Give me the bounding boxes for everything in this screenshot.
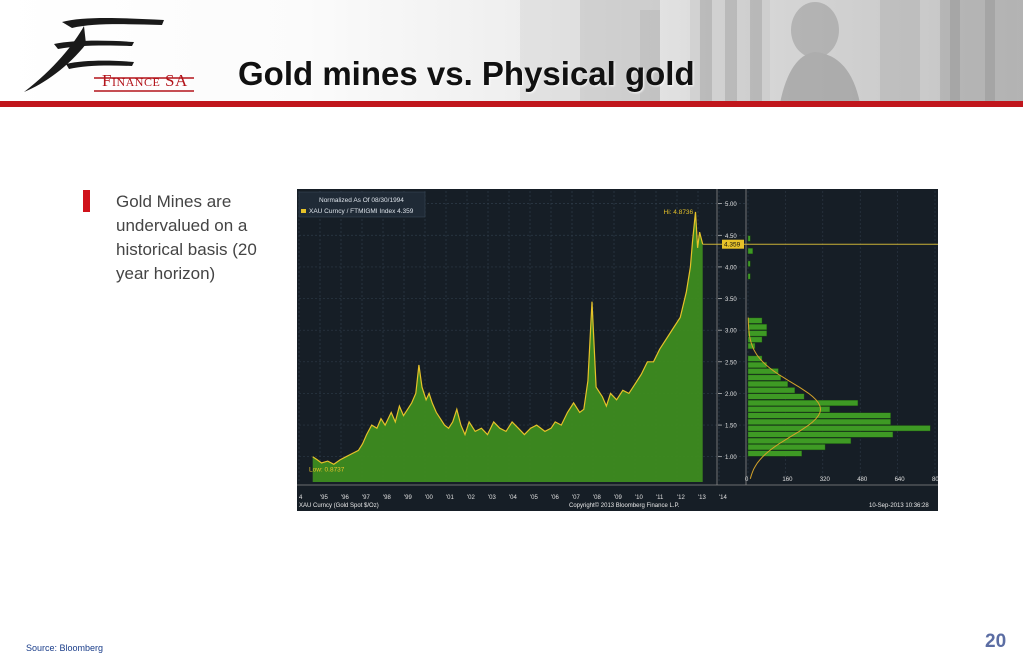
slide-title: Gold mines vs. Physical gold <box>238 55 695 92</box>
x-tick-label: '09 <box>614 495 622 501</box>
x-tick-label: '03 <box>488 495 496 501</box>
page-number: 20 <box>985 631 1007 652</box>
x-tick-label: '01 <box>446 495 454 501</box>
histogram-bar <box>747 380 788 387</box>
y-tick-label: 4.50 <box>725 234 737 240</box>
histogram-bar <box>747 374 781 381</box>
histogram-bars <box>747 235 931 457</box>
histogram-bar <box>747 399 859 406</box>
x-tick-label: 4 <box>299 495 303 501</box>
histogram-tick-label: 640 <box>895 477 906 483</box>
finance-sa-logo <box>24 18 194 92</box>
footer-security: XAU Curncy (Gold Spot $/Oz) <box>299 503 379 509</box>
chart-grid <box>297 189 938 486</box>
histogram-bar <box>747 235 751 242</box>
histogram-bar <box>747 444 826 451</box>
histogram-bar <box>747 450 802 457</box>
x-tick-label: '97 <box>362 495 370 501</box>
x-tick-label: '95 <box>320 495 328 501</box>
y-tick-label: 1.00 <box>725 455 737 461</box>
histogram-bar <box>747 273 751 280</box>
y-tick-label: 3.00 <box>725 329 737 335</box>
histogram-bar <box>747 260 751 267</box>
source-note: Source: Bloomberg <box>26 643 104 653</box>
y-tick-label: 1.50 <box>725 424 737 430</box>
histogram-bar <box>747 406 831 413</box>
histogram-bar <box>747 387 795 394</box>
x-tick-label: '13 <box>698 495 706 501</box>
histogram-bar <box>747 425 931 432</box>
x-tick-label: '08 <box>593 495 601 501</box>
last-value-label: 4.359 <box>724 242 741 249</box>
building-background-image <box>520 0 1023 103</box>
slide-header: Finance SA Gold mines vs. Physical gold <box>0 0 1023 103</box>
x-tick-label: '99 <box>404 495 412 501</box>
y-tick-label: 4.00 <box>725 265 737 271</box>
histogram-tick-label: 800 <box>932 477 938 483</box>
x-tick-label: '10 <box>635 495 643 501</box>
histogram-bar <box>747 336 763 343</box>
distribution-curve <box>747 317 822 479</box>
histogram-bar <box>747 431 894 438</box>
footer-timestamp: 10-Sep-2013 10:36:28 <box>869 503 929 509</box>
histogram-tick-label: 320 <box>820 477 831 483</box>
histogram-tick-label: 480 <box>857 477 868 483</box>
histogram-tick-label: 0 <box>745 477 749 483</box>
y-axis-ticks: 1.00 1.50 2.00 2.50 3.00 3.50 4.00 4.50 5.00 <box>718 202 737 461</box>
brand-name: Finance SA <box>102 71 188 90</box>
last-value-badge <box>722 239 744 249</box>
x-tick-label: '02 <box>467 495 475 501</box>
x-tick-label: '00 <box>425 495 433 501</box>
bullet-marker <box>83 190 90 212</box>
y-tick-label: 2.00 <box>725 392 737 398</box>
x-tick-label: '11 <box>656 495 664 501</box>
x-tick-label: '12 <box>677 495 685 501</box>
y-tick-label: 5.00 <box>725 202 737 208</box>
histogram-bar <box>747 355 763 362</box>
high-label: Hi: 4.8736 <box>664 209 694 216</box>
histogram-bar <box>747 330 767 337</box>
y-tick-label: 2.50 <box>725 360 737 366</box>
x-tick-label: '98 <box>383 495 391 501</box>
bullet-text: Gold Mines are undervalued on a historic… <box>116 192 257 283</box>
histogram-bar <box>747 248 753 254</box>
ratio-line <box>312 211 704 466</box>
legend-line-2: XAU Curncy / FTMIGMI Index 4.359 <box>309 208 414 215</box>
x-tick-label: '14 <box>719 495 727 501</box>
histogram-bar <box>747 393 805 400</box>
x-tick-label: '96 <box>341 495 349 501</box>
x-tick-label: '05 <box>530 495 538 501</box>
histogram-bar <box>747 418 891 425</box>
histogram-bar <box>747 317 763 324</box>
x-tick-label: '07 <box>572 495 580 501</box>
histogram-bar <box>747 368 779 375</box>
ratio-area <box>312 211 703 482</box>
y-tick-label: 3.50 <box>725 297 737 303</box>
histogram-axis-ticks: 0 160 320 480 640 800 <box>745 477 938 483</box>
x-tick-label: '04 <box>509 495 517 501</box>
x-axis-ticks: 4 '95 '96 '97 '98 '99 '00 '01 '02 '03 '04 '05 '06 '07… <box>299 495 727 501</box>
header-divider <box>0 101 1023 107</box>
histogram-bar <box>747 437 852 444</box>
legend-swatch <box>301 209 306 213</box>
legend-box <box>298 191 426 218</box>
legend-line-1: Normalized As Of 08/30/1994 <box>319 197 404 204</box>
footer-copyright: Copyright© 2013 Bloomberg Finance L.P. <box>569 502 680 509</box>
x-tick-label: '06 <box>551 495 559 501</box>
histogram-tick-label: 160 <box>782 477 793 483</box>
gold-mines-chart: 1.00 1.50 2.00 2.50 3.00 3.50 4.00 4.50 5.00 4 '9… <box>297 189 938 511</box>
low-label: Low: 0.8737 <box>309 466 345 473</box>
histogram-bar <box>747 323 767 330</box>
